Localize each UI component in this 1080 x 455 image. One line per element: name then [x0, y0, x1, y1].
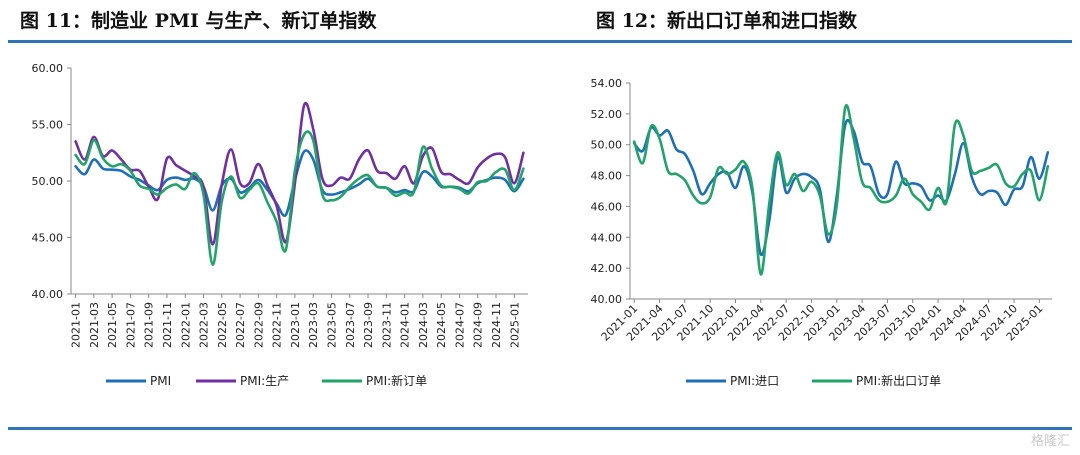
left-chart-title: 图 11：制造业 PMI 与生产、新订单指数 — [20, 10, 377, 32]
left-x-tick-label: 2023-03 — [307, 302, 320, 348]
left-x-tick-label: 2022-03 — [198, 302, 211, 348]
left-y-tick-label: 55.00 — [32, 119, 64, 132]
left-legend-label-1: PMI:生产 — [240, 374, 289, 388]
right-y-tick-label: 44.00 — [591, 231, 623, 244]
right-y-tick-label: 48.00 — [591, 170, 623, 183]
right-y-tick-label: 42.00 — [591, 262, 623, 275]
left-y-tick-label: 50.00 — [32, 175, 64, 188]
watermark-logo: 格隆汇 — [1030, 434, 1070, 449]
left-x-tick-label: 2025-01 — [508, 302, 521, 348]
left-x-tick-label: 2021-11 — [161, 302, 174, 348]
left-x-tick-label: 2024-01 — [399, 302, 412, 348]
left-x-tick-label: 2022-11 — [271, 302, 284, 348]
left-x-tick-label: 2024-07 — [453, 302, 466, 348]
right-y-tick-label: 46.00 — [591, 200, 623, 213]
left-y-tick-label: 45.00 — [32, 232, 64, 245]
left-x-tick-label: 2023-07 — [344, 302, 357, 348]
right-chart-title: 图 12：新出口订单和进口指数 — [596, 10, 858, 32]
left-x-tick-label: 2022-05 — [216, 302, 229, 348]
left-x-tick-label: 2024-03 — [417, 302, 430, 348]
left-series-line-1 — [74, 101, 525, 246]
left-x-tick-label: 2021-01 — [70, 302, 83, 348]
left-x-tick-label: 2022-07 — [234, 302, 247, 348]
right-y-tick-label: 52.00 — [591, 108, 623, 121]
left-y-tick-label: 40.00 — [32, 288, 64, 301]
right-legend-label-0: PMI:进口 — [730, 374, 779, 388]
right-series-line-1 — [632, 104, 1050, 276]
left-x-tick-label: 2021-05 — [106, 302, 119, 348]
left-x-tick-label: 2024-11 — [490, 302, 503, 348]
left-x-tick-label: 2024-09 — [472, 302, 485, 348]
left-legend-label-0: PMI — [150, 374, 171, 388]
right-y-tick-label: 40.00 — [591, 293, 623, 306]
left-series-line-2 — [74, 130, 525, 266]
right-legend-label-1: PMI:新出口订单 — [856, 373, 941, 388]
left-x-tick-label: 2023-11 — [380, 302, 393, 348]
left-x-tick-label: 2021-03 — [88, 302, 101, 348]
left-x-tick-label: 2021-07 — [124, 302, 137, 348]
right-y-tick-label: 54.00 — [591, 77, 623, 90]
left-x-tick-label: 2022-09 — [252, 302, 265, 348]
left-legend-label-2: PMI:新订单 — [366, 373, 427, 388]
left-x-tick-label: 2021-09 — [143, 302, 156, 348]
left-x-tick-label: 2023-05 — [325, 302, 338, 348]
top-rule — [8, 40, 1072, 43]
left-series-line-0 — [74, 149, 525, 218]
bottom-rule — [8, 427, 1072, 430]
left-x-tick-label: 2023-01 — [289, 302, 302, 348]
right-y-tick-label: 50.00 — [591, 139, 623, 152]
left-y-tick-label: 60.00 — [32, 62, 64, 75]
left-x-tick-label: 2023-09 — [362, 302, 375, 348]
left-x-tick-label: 2024-05 — [435, 302, 448, 348]
left-x-tick-label: 2022-01 — [179, 302, 192, 348]
